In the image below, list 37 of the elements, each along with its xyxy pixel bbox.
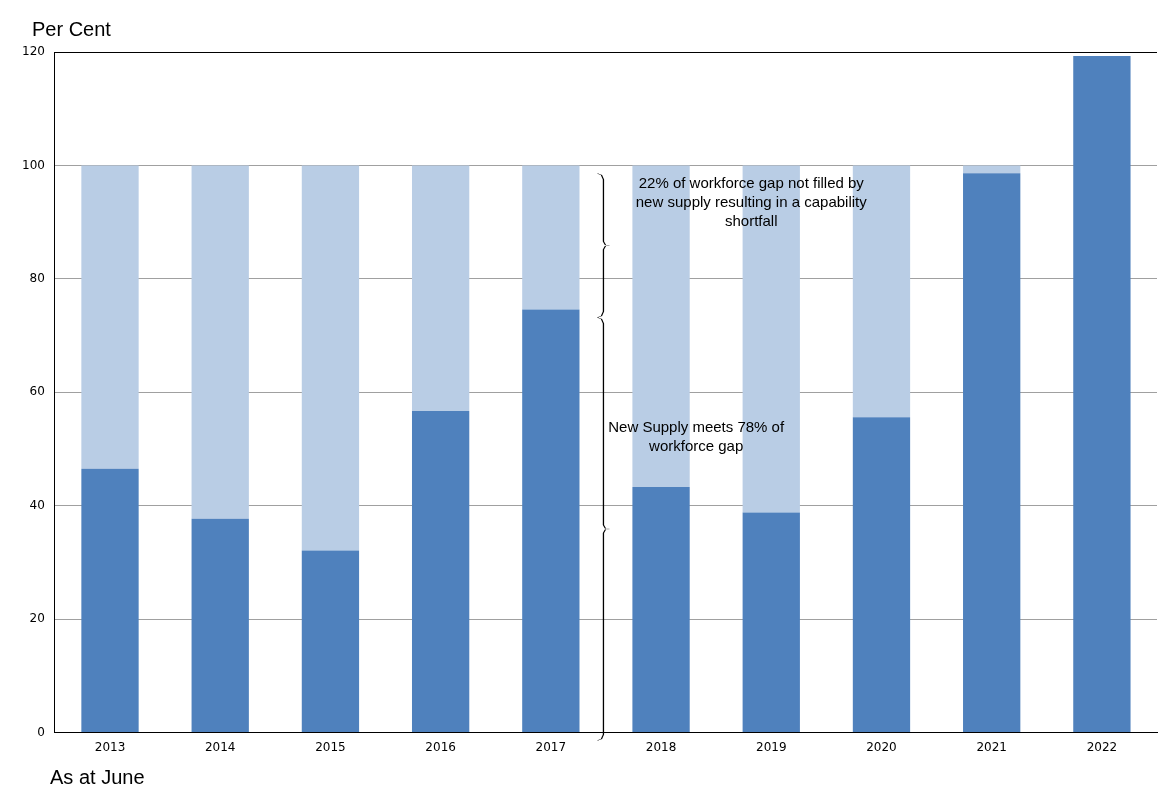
x-tick-label: 2015 [315,739,346,754]
bar [963,165,1021,174]
x-tick-label: 2019 [755,739,787,754]
bar [191,165,249,519]
y-tick-label: 40 [29,497,45,512]
y-tick-label: 20 [29,611,45,626]
annotation: New Supply meets 78% of workforce gap [608,418,785,454]
x-tick-label: 2014 [204,739,236,754]
y-tick-label: 120 [22,44,45,59]
bar [522,165,580,310]
x-tick-label: 2018 [645,739,677,754]
x-tick-label: 2017 [535,739,567,754]
y-tick-label: 60 [29,384,45,399]
x-tick-label: 2022 [1086,739,1118,754]
bar [81,468,139,733]
y-axis-title: Per Cent [32,18,112,40]
x-tick-label: 2020 [866,739,897,754]
x-axis-title: As at June [50,766,145,788]
bar [301,165,360,551]
y-tick-label: 0 [37,724,45,739]
bar [742,512,800,733]
bar [852,417,911,733]
x-tick-label: 2013 [94,739,126,754]
y-tick-label: 100 [22,157,45,172]
bar [411,411,470,733]
bar [81,165,139,469]
annotation: 22% of workforce gap not filled by new supply resulting in a capability shortfall [635,174,868,230]
x-tick-label: 2016 [425,739,456,754]
bar [411,165,470,412]
bar [963,173,1021,733]
bar [522,309,580,733]
x-tick-label: 2021 [976,739,1007,754]
y-tick-label: 80 [29,270,45,285]
bar [632,487,690,733]
bar [1073,55,1131,733]
bar [191,518,249,733]
bar [301,550,360,733]
